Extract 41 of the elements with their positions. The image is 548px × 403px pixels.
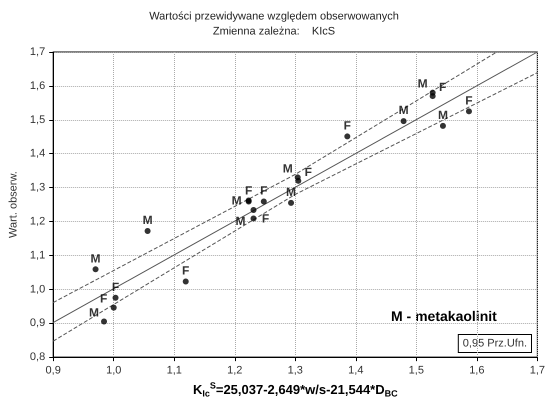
x-tick-label: 1,7 [530, 364, 546, 377]
chart-title: Wartości przewidywane względem obserwowanych [149, 10, 399, 22]
text: M [398, 103, 409, 118]
text: M [232, 193, 242, 208]
y-tick-label: 1,5 [30, 114, 46, 126]
series-label: M [282, 161, 293, 176]
annotation: 0,95 Prz.Ufn. [462, 338, 528, 350]
y-tick-label: 0,8 [30, 351, 46, 364]
annotation: M - metakaolinit [391, 308, 498, 324]
text: M [236, 214, 246, 228]
x-tick-label: 1,5 [408, 364, 424, 377]
x-tick-label: 1,6 [469, 364, 484, 377]
x-tick-label: 0,9 [46, 364, 61, 377]
y-tick-label: 1,6 [30, 80, 46, 92]
y-tick-label: 1,7 [30, 46, 46, 58]
text: M [418, 76, 428, 91]
y-tick-label: 1,1 [30, 249, 46, 262]
text: M [438, 108, 448, 122]
text: F [100, 292, 108, 306]
text: F [304, 164, 312, 179]
y-axis-title: Wart. obserw. [8, 171, 20, 238]
y-tick-label: 1,2 [30, 216, 46, 228]
x-tick-label: 1,4 [348, 364, 364, 377]
text: M [90, 251, 101, 266]
x-tick-label: 1,3 [288, 364, 303, 377]
y-tick-label: 0,9 [30, 317, 46, 330]
text: F [344, 118, 351, 132]
text: F [245, 184, 252, 198]
y-tick-label: 1,0 [30, 283, 46, 296]
x-tick-label: 1,2 [227, 364, 242, 377]
text: F [438, 80, 446, 94]
series-label: F [182, 264, 190, 278]
y-tick-label: 1,3 [30, 182, 46, 194]
text: M [142, 212, 153, 227]
chart-subtitle: Zmienna zależna: KIcS [212, 26, 336, 38]
text: M [89, 306, 100, 320]
text: F [465, 93, 473, 108]
x-tick-label: 1,0 [106, 364, 122, 377]
y-tick-label: 1,4 [30, 148, 46, 160]
x-tick-label: 1,1 [166, 364, 182, 377]
text: F [262, 211, 270, 226]
